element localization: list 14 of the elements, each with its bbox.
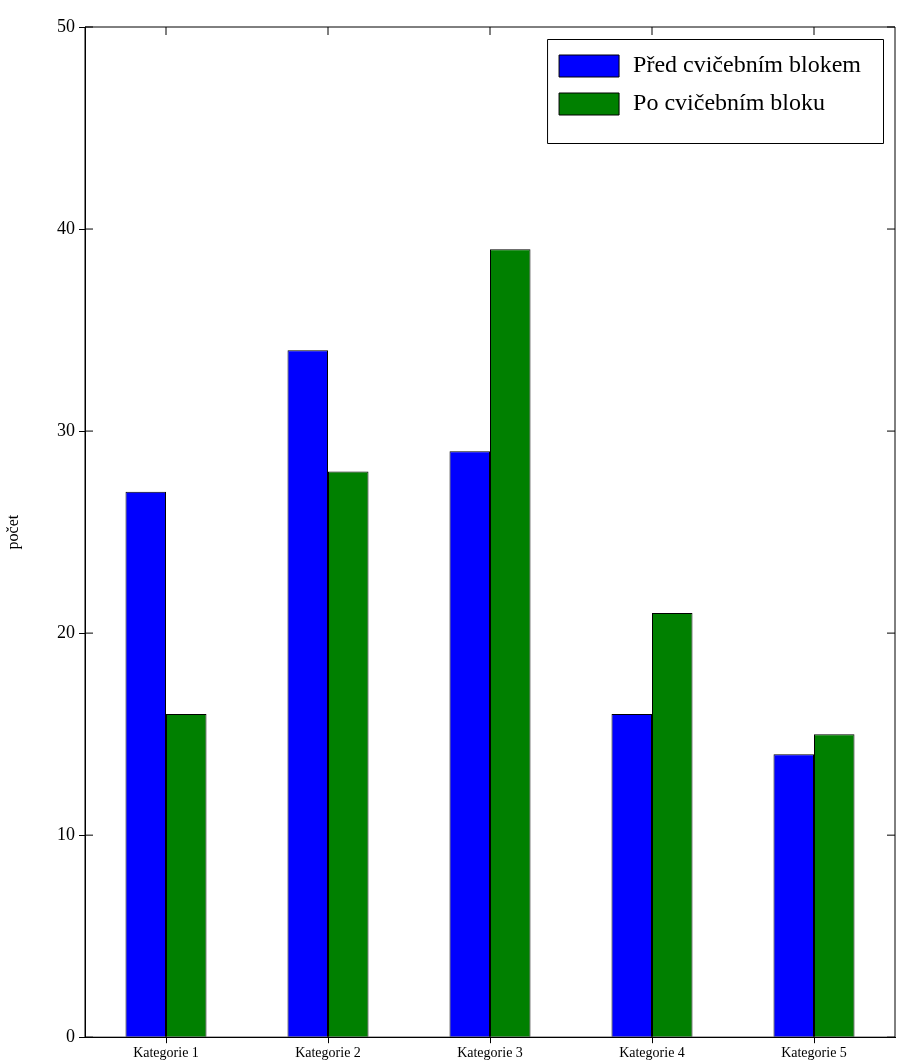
legend-label: Po cvičebním bloku [633, 89, 826, 116]
y-tick-label: 40 [57, 217, 75, 238]
y-tick-label: 20 [57, 621, 75, 642]
x-tick-label: Kategorie 2 [295, 1045, 361, 1061]
x-tick-label: Kategorie 4 [619, 1045, 685, 1061]
y-tick-label: 30 [57, 419, 75, 440]
y-tick-label: 0 [66, 1025, 75, 1046]
legend-label: Před cvičebním blokem [633, 51, 862, 78]
y-axis-title: počet [3, 514, 22, 550]
x-tick-label: Kategorie 1 [133, 1045, 199, 1061]
y-tick-label: 10 [57, 823, 75, 844]
x-tick-label: Kategorie 5 [781, 1045, 847, 1061]
y-tick-label: 50 [57, 15, 75, 36]
x-tick-label: Kategorie 3 [457, 1045, 523, 1061]
